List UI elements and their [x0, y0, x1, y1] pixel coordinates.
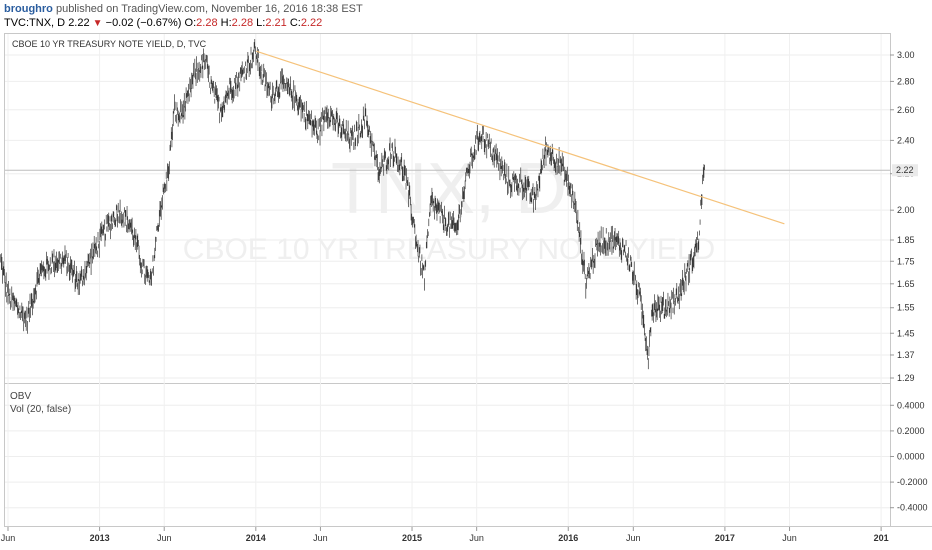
time-tick-label: 2016	[558, 533, 578, 543]
last-price-badge-label: 2.22	[896, 165, 914, 175]
time-tick-label: Jun	[157, 533, 172, 543]
time-tick-label: Jun	[626, 533, 641, 543]
price-tick-label: 1.29	[897, 373, 915, 383]
time-tick-label: Jun	[469, 533, 484, 543]
pane-title: CBOE 10 YR TREASURY NOTE YIELD, D, TVC	[12, 39, 207, 49]
last-price: 2.22	[68, 17, 90, 29]
chart-header: broughro published on TradingView.com, N…	[0, 0, 932, 30]
price-bars	[0, 39, 705, 370]
indicator-tick-label: -0.4000	[897, 503, 928, 513]
publish-info: broughro published on TradingView.com, N…	[4, 3, 363, 15]
author-username[interactable]: broughro	[4, 3, 53, 15]
price-tick-label: 1.65	[897, 279, 915, 289]
indicator-axis[interactable]: 0.4000 0.2000 0.0000 -0.2000 -0.4000	[890, 400, 928, 513]
price-tick-label: 1.85	[897, 235, 915, 245]
price-change: −0.02 (−0.67%)	[105, 17, 182, 29]
time-tick-label: Jun	[782, 533, 797, 543]
price-axis[interactable]: 3.002.802.602.402.202.001.851.751.651.55…	[890, 50, 915, 383]
time-tick-label: 2014	[246, 533, 266, 543]
high-value: 2.28	[231, 17, 254, 29]
indicator-tick-label: -0.2000	[897, 477, 928, 487]
time-tick-label: 2013	[90, 533, 110, 543]
ohlc-line: TVC:TNX, D 2.22 ▼ −0.02 (−0.67%) O:2.28 …	[4, 17, 322, 29]
price-tick-label: 1.75	[897, 256, 915, 266]
watermark-name: CBOE 10 YR TREASURY NOTE YIELD	[183, 233, 715, 266]
close-value: 2.22	[300, 17, 323, 29]
down-arrow-icon: ▼	[92, 18, 103, 29]
time-tick-label: Jun	[1, 533, 16, 543]
open-label: O:	[184, 17, 197, 29]
price-tick-label: 2.60	[897, 105, 915, 115]
high-label: H:	[220, 17, 232, 29]
close-label: C:	[289, 17, 301, 29]
price-tick-label: 1.55	[897, 303, 915, 313]
price-tick-label: 2.80	[897, 76, 915, 86]
indicator-tick-label: 0.4000	[897, 400, 925, 410]
open-value: 2.28	[196, 17, 218, 29]
low-label: L:	[256, 17, 266, 29]
symbol-label: TVC:TNX, D	[4, 17, 66, 29]
published-text: published on TradingView.com, November 1…	[55, 3, 363, 15]
indicator-tick-label: 0.0000	[897, 452, 925, 462]
time-tick-label: 2017	[715, 533, 735, 543]
time-tick-label: 2015	[402, 533, 422, 543]
grid	[5, 34, 890, 526]
price-tick-label: 1.37	[897, 350, 915, 360]
low-value: 2.21	[265, 17, 287, 29]
price-tick-label: 2.00	[897, 205, 915, 215]
volume-label: Vol (20, false)	[10, 404, 71, 415]
price-tick-label: 1.45	[897, 328, 915, 338]
time-axis[interactable]: Jun 2013 Jun 2014 Jun 2015 Jun 2016 Jun 2017 Jun 20…	[1, 527, 889, 543]
time-tick-label: Jun	[313, 533, 328, 543]
trendline[interactable]	[256, 50, 785, 225]
last-price-badge	[892, 164, 918, 177]
price-tick-label: 3.00	[897, 50, 915, 60]
indicator-tick-label: 0.2000	[897, 426, 925, 436]
time-tick-label: 201	[874, 533, 889, 543]
price-tick-label: 2.40	[897, 135, 915, 145]
obv-label: OBV	[10, 391, 31, 402]
